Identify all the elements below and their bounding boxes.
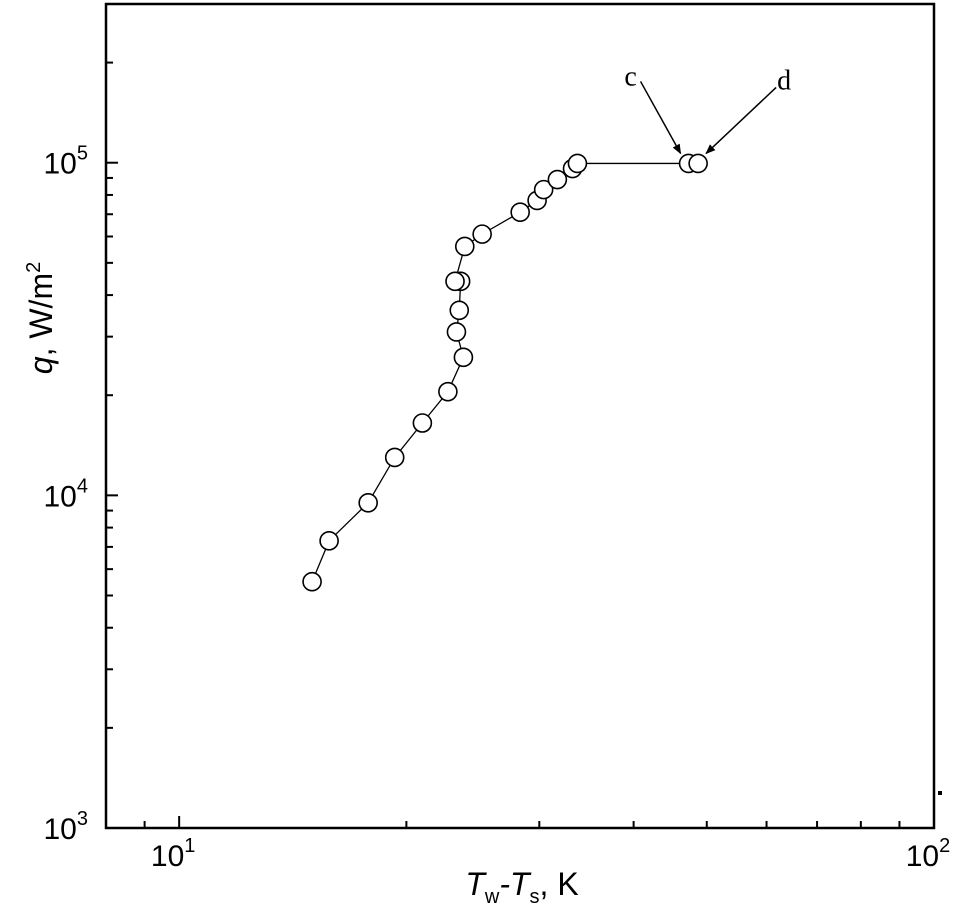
data-point — [302, 571, 322, 592]
x-axis-label: Tw-Ts, K — [465, 866, 578, 908]
data-point — [547, 169, 568, 190]
y-tick-label: 105 — [44, 143, 89, 181]
data-point — [446, 322, 467, 342]
y-tick-label: 103 — [44, 808, 89, 846]
data-point — [453, 347, 474, 368]
data-point — [438, 381, 458, 402]
data-series — [302, 153, 708, 592]
x-tick-label: 102 — [906, 835, 951, 873]
y-axis-label: q, W/m2 — [23, 262, 59, 374]
annotation-arrow-d — [705, 86, 777, 155]
data-point — [358, 492, 378, 513]
data-point — [412, 413, 433, 433]
data-point — [688, 153, 708, 174]
annotation-arrow-c — [639, 81, 682, 155]
x-tick-label: 101 — [151, 835, 196, 873]
data-point — [454, 236, 475, 257]
data-point — [449, 300, 470, 321]
data-point — [445, 271, 465, 292]
stray-dot — [938, 791, 942, 795]
data-point — [510, 202, 530, 222]
series-line — [311, 162, 699, 582]
axis-ticks — [105, 3, 935, 829]
annotation-label-d: d — [777, 65, 791, 96]
annotation-label-c: c — [624, 61, 636, 92]
tick-labels: 101 102 103 104 105 — [44, 143, 951, 873]
data-point — [472, 224, 492, 244]
data-point — [384, 447, 405, 468]
data-point — [533, 179, 554, 200]
y-tick-label: 104 — [44, 475, 89, 513]
data-point — [567, 153, 588, 174]
plot-frame — [104, 2, 936, 830]
data-point — [319, 531, 339, 551]
